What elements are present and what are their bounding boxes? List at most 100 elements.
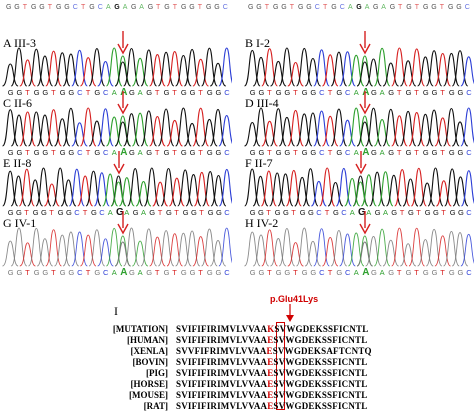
base-call: G (60, 148, 66, 157)
base-call: G (250, 148, 256, 157)
peak-G (304, 112, 322, 147)
top-reference-base: T (415, 4, 420, 11)
secondary-peak (114, 121, 131, 147)
base-call: C (103, 268, 109, 277)
species-label: [RAT] (143, 401, 168, 411)
sequence-prefix: SVIFIFIRIMVLVVAA (176, 390, 268, 400)
peak-A (373, 47, 391, 87)
base-call: C (103, 148, 109, 157)
secondary-peak (352, 181, 369, 207)
peak-T (19, 242, 36, 267)
species-label: [BOVIN] (132, 357, 169, 367)
base-call: G (449, 88, 455, 97)
top-reference-base: G (131, 4, 136, 11)
base-call: C (77, 148, 83, 157)
peak-T (410, 167, 427, 207)
top-reference-base: G (148, 4, 153, 11)
peak-T (192, 58, 209, 87)
peak-G (2, 63, 19, 87)
base-call: G (129, 148, 135, 157)
base-call: G (258, 208, 264, 217)
protein-sequence: SVIFIFIRIMVLVVAAESVWGDEKSSFICNTL (176, 390, 367, 400)
variant-arrow-icon (117, 31, 129, 55)
base-call: T (172, 148, 177, 157)
sequence-prefix: SVIFIFIRIMVLVVAA (176, 368, 268, 378)
secondary-peak (356, 61, 373, 87)
base-call: G (423, 148, 429, 157)
panel-label: G IV-1 (3, 216, 37, 230)
base-call: G (146, 148, 152, 157)
base-call: G (8, 148, 14, 157)
peak-A (374, 119, 391, 147)
peak-G (294, 176, 311, 207)
base-call: G (336, 88, 342, 97)
base-call: T (266, 208, 271, 217)
base-call: C (466, 268, 472, 277)
peak-T (192, 107, 210, 147)
protein-sequence: SVIFIFIRIMVLVVAAESVWGDEKSSFICNTL (176, 357, 367, 367)
chromatogram-trace (244, 107, 474, 147)
species-label: [HUMAN] (127, 335, 168, 345)
panel-label: C II-6 (3, 96, 32, 110)
peak-T (168, 177, 185, 207)
base-call: G (336, 148, 342, 157)
base-call: T (293, 268, 298, 277)
base-call: C (224, 268, 230, 277)
base-call: G (391, 208, 397, 217)
mutation-label: p.Glu41Lys (270, 294, 319, 304)
top-reference-base: G (298, 4, 303, 11)
base-call: G (458, 268, 464, 277)
panel-label: B I-2 (245, 36, 270, 50)
base-call: A (112, 268, 117, 277)
top-reference-base: C (98, 4, 103, 11)
chromatogram-trace (243, 47, 474, 87)
base-call: G (17, 268, 23, 277)
base-call: G (216, 148, 222, 157)
base-call: T (328, 148, 333, 157)
variant-residue: E (266, 346, 273, 356)
peak-G (270, 238, 287, 267)
base-call: G (181, 88, 187, 97)
peak-G (330, 51, 348, 87)
base-call: G (190, 268, 196, 277)
peak-G (10, 175, 27, 207)
top-reference-base: G (248, 4, 253, 11)
base-call: G (146, 88, 152, 97)
peak-T (79, 107, 97, 147)
base-call: T (155, 88, 160, 97)
top-reference-base: G (56, 4, 61, 11)
base-call: T (199, 208, 204, 217)
peak-A (360, 174, 377, 207)
peak-C (460, 107, 474, 147)
base-call: G (259, 268, 265, 277)
peak-G (327, 181, 344, 207)
peak-G (252, 234, 270, 267)
base-call: G (432, 148, 438, 157)
base-call: T (51, 88, 56, 97)
base-call: A (354, 268, 359, 277)
top-reference-base: G (431, 4, 436, 11)
base-call: T (440, 148, 445, 157)
peak-G (365, 235, 382, 267)
peak-T (19, 59, 36, 87)
peak-T (408, 227, 425, 267)
peak-G (184, 122, 201, 147)
peak-G (385, 174, 402, 207)
base-call: A (120, 267, 127, 278)
peak-T (149, 236, 166, 267)
base-call: C (319, 268, 325, 277)
protein-sequence: SVIFIFIRIMVLVVAAESVWGDEKSSFICNTL (176, 335, 367, 345)
top-reference-base: G (448, 4, 453, 11)
peak-T (261, 120, 278, 147)
sequence-suffix: SVWGDEKSAFTCNTQ (272, 346, 372, 356)
peak-T (77, 175, 94, 207)
peak-C (311, 180, 327, 207)
peak-G (244, 121, 261, 147)
peak-T (79, 234, 97, 267)
alignment-panel-label: I (114, 304, 118, 318)
base-call: T (328, 88, 333, 97)
base-call: T (397, 148, 402, 157)
base-call: G (68, 268, 74, 277)
base-call: T (25, 88, 30, 97)
